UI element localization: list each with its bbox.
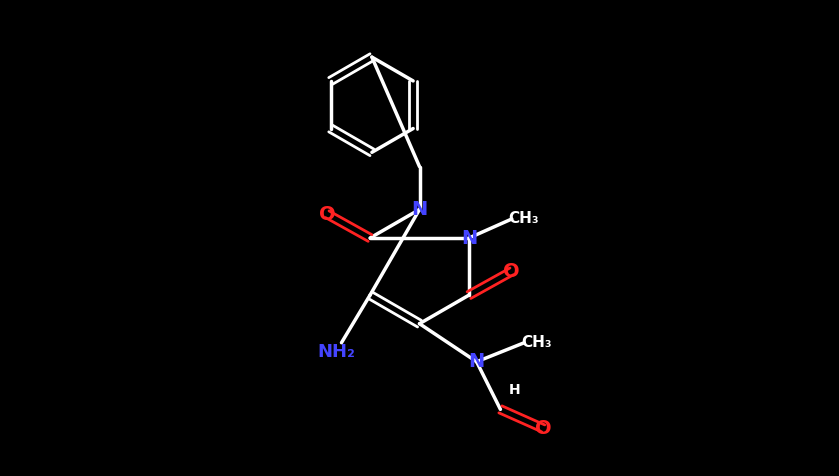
Text: N: N (411, 200, 428, 219)
Text: O: O (319, 205, 336, 224)
Text: O: O (535, 419, 551, 438)
Text: N: N (468, 352, 485, 371)
Text: NH₂: NH₂ (318, 343, 356, 361)
Text: CH₃: CH₃ (521, 335, 551, 350)
Text: O: O (503, 262, 520, 281)
Text: H: H (509, 383, 520, 397)
Text: N: N (461, 228, 477, 248)
Text: CH₃: CH₃ (508, 211, 539, 227)
